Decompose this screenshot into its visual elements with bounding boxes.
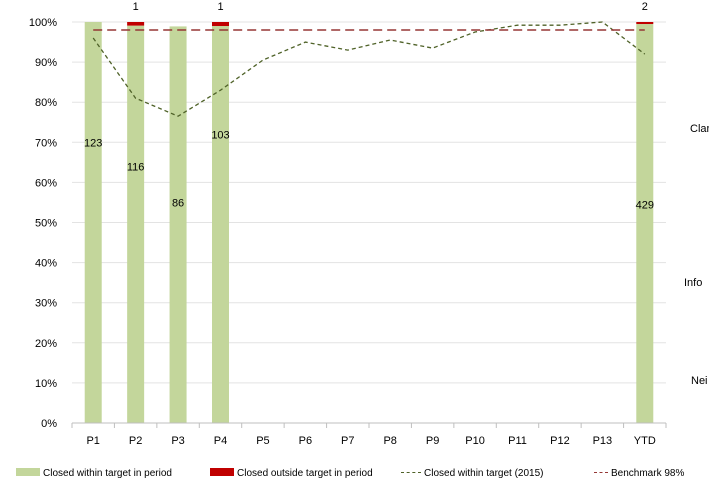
data-label-closed-within: 86	[172, 197, 184, 209]
legend-label-closed-within: Closed within target in period	[43, 468, 172, 479]
lines	[92, 21, 646, 117]
bar-closed-outside	[127, 22, 145, 26]
legend-swatch-closed-2015	[401, 471, 421, 473]
data-labels: 123 116 86 103 429 1 1 2	[84, 1, 654, 211]
legend-item-benchmark: Benchmark 98%	[594, 467, 684, 481]
x-tick-label: P6	[299, 435, 312, 447]
y-tick-label: 10%	[35, 378, 57, 390]
data-label-closed-within: 116	[127, 161, 145, 173]
y-tick-label: 90%	[35, 57, 57, 69]
bar-closed-within	[212, 26, 229, 423]
legend-swatch-benchmark	[594, 471, 608, 473]
legend-item-closed-2015: Closed within target (2015)	[401, 467, 544, 481]
legend-label-benchmark: Benchmark 98%	[611, 468, 685, 479]
bar-closed-outside	[212, 22, 229, 27]
bar-closed-outside	[636, 22, 654, 25]
gridlines	[72, 21, 666, 384]
legend-label-closed-outside: Closed outside target in period	[237, 468, 373, 479]
y-tick-label: 100%	[29, 17, 57, 29]
chart-legend: Closed within target in period Closed ou…	[0, 467, 709, 485]
x-tick-label: P7	[341, 435, 354, 447]
x-tick-label: P5	[256, 435, 269, 447]
legend-item-closed-outside: Closed outside target in period	[210, 467, 373, 481]
bar-closed-within	[636, 24, 654, 423]
bar-closed-within	[169, 26, 187, 423]
bar-closed-within	[84, 22, 102, 423]
data-label-closed-within: 429	[636, 199, 654, 211]
y-tick-label: 70%	[35, 137, 57, 149]
x-tick-label: P13	[593, 435, 613, 447]
legend-label-closed-2015: Closed within target (2015)	[424, 468, 544, 479]
x-tick-label: P10	[465, 435, 485, 447]
x-tick-label: P3	[171, 435, 184, 447]
side-label-bottom: Nei	[691, 375, 708, 387]
axes: 0% 10% 20% 30% 40% 50% 60% 70% 80% 90% 100% P1 P2 P3 P…	[29, 17, 667, 447]
data-label-closed-outside: 1	[133, 1, 139, 13]
bars	[84, 22, 654, 423]
x-tick-label: YTD	[634, 435, 656, 447]
x-tick-label: P2	[129, 435, 142, 447]
data-label-closed-outside: 1	[217, 1, 223, 13]
y-tick-label: 20%	[35, 338, 57, 350]
line-closed-within-2015	[92, 21, 646, 117]
y-tick-label: 0%	[41, 418, 57, 430]
y-tick-label: 40%	[35, 258, 57, 270]
data-label-closed-outside: 2	[642, 1, 648, 13]
legend-swatch-closed-outside	[210, 468, 234, 477]
side-label-middle: Info	[684, 277, 703, 289]
chart-plot: 0% 10% 20% 30% 40% 50% 60% 70% 80% 90% 100% P1 P2 P3 P…	[29, 1, 667, 447]
legend-swatch-closed-within	[16, 468, 40, 477]
x-tick-label: P12	[550, 435, 570, 447]
x-tick-label: P1	[86, 435, 99, 447]
x-tick-label: P9	[426, 435, 439, 447]
side-label-top: Clar	[690, 123, 709, 135]
data-label-closed-within: 103	[211, 129, 229, 141]
x-tick-label: P8	[383, 435, 396, 447]
y-tick-label: 50%	[35, 218, 57, 230]
y-tick-label: 80%	[35, 97, 57, 109]
bar-closed-within	[127, 25, 145, 423]
y-tick-label: 60%	[35, 177, 57, 189]
legend-item-closed-within: Closed within target in period	[16, 467, 172, 481]
y-tick-label: 30%	[35, 298, 57, 310]
x-tick-label: P11	[508, 435, 527, 447]
x-tick-label: P4	[214, 435, 227, 447]
data-label-closed-within: 123	[84, 137, 102, 149]
